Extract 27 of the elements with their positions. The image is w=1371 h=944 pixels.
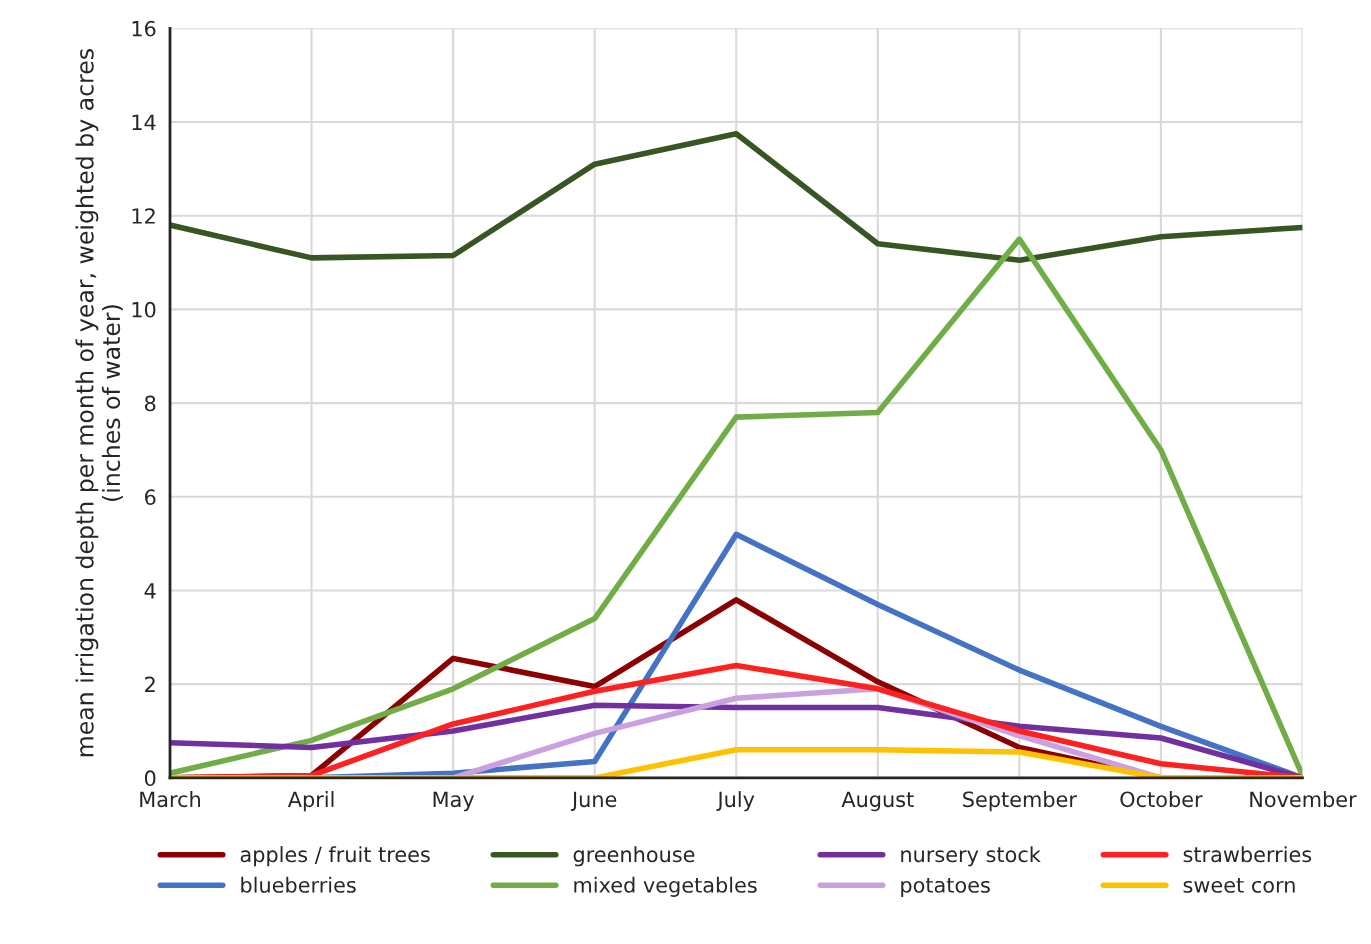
x-tick-label: March <box>140 791 200 808</box>
legend-label: greenhouse <box>573 846 695 867</box>
x-tick-label: July <box>716 791 755 812</box>
y-axis-title: mean irrigation depth per month of year, weighted by acres (inches of water) <box>75 49 123 757</box>
x-tick-label: October <box>1120 791 1203 808</box>
x-tick-label: June <box>570 791 617 812</box>
y-tick-label: 16 <box>132 20 156 37</box>
legend-label: potatoes <box>901 877 990 897</box>
y-tick-label: 2 <box>145 676 155 693</box>
legend-label: apples / fruit trees <box>240 846 430 867</box>
y-tick-label: 0 <box>144 770 156 787</box>
y-tick-label: 8 <box>144 395 156 412</box>
legend-label: sweet corn <box>1183 877 1295 893</box>
x-tick-label: August <box>841 791 914 812</box>
y-tick-label: 6 <box>145 489 156 505</box>
y-tick-label: 12 <box>132 208 155 224</box>
y-tick-label: 4 <box>144 583 156 599</box>
legend-label: strawberries <box>1183 846 1312 863</box>
x-tick-label: September <box>963 791 1077 812</box>
legend-label: mixed vegetables <box>574 876 757 897</box>
y-tick-label: 14 <box>132 114 156 130</box>
x-tick-label: May <box>433 791 475 812</box>
legend-label: nursery stock <box>901 846 1041 867</box>
x-tick-label: November <box>1250 791 1357 808</box>
legend-label: blueberries <box>241 876 356 893</box>
x-tick-label: April <box>287 791 334 812</box>
y-tick-label: 10 <box>132 301 156 318</box>
